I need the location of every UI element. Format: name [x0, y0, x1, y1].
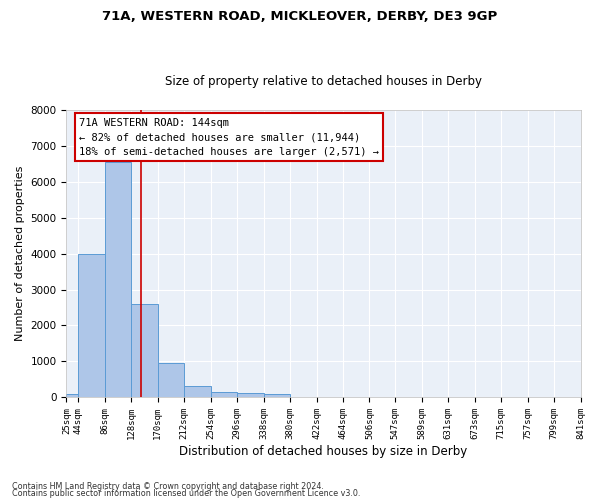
- Bar: [263, 394, 290, 397]
- Bar: [79, 254, 105, 397]
- Y-axis label: Number of detached properties: Number of detached properties: [15, 166, 25, 342]
- Text: 71A WESTERN ROAD: 144sqm
← 82% of detached houses are smaller (11,944)
18% of se: 71A WESTERN ROAD: 144sqm ← 82% of detach…: [79, 118, 379, 158]
- Text: 71A, WESTERN ROAD, MICKLEOVER, DERBY, DE3 9GP: 71A, WESTERN ROAD, MICKLEOVER, DERBY, DE…: [103, 10, 497, 23]
- Text: Contains public sector information licensed under the Open Government Licence v3: Contains public sector information licen…: [12, 489, 361, 498]
- Bar: [158, 363, 184, 397]
- Bar: [67, 394, 79, 397]
- Bar: [211, 392, 237, 397]
- Bar: [105, 162, 131, 397]
- Bar: [131, 304, 158, 397]
- Text: Contains HM Land Registry data © Crown copyright and database right 2024.: Contains HM Land Registry data © Crown c…: [12, 482, 324, 491]
- X-axis label: Distribution of detached houses by size in Derby: Distribution of detached houses by size …: [179, 444, 467, 458]
- Bar: [184, 386, 211, 397]
- Title: Size of property relative to detached houses in Derby: Size of property relative to detached ho…: [165, 76, 482, 88]
- Bar: [237, 392, 263, 397]
